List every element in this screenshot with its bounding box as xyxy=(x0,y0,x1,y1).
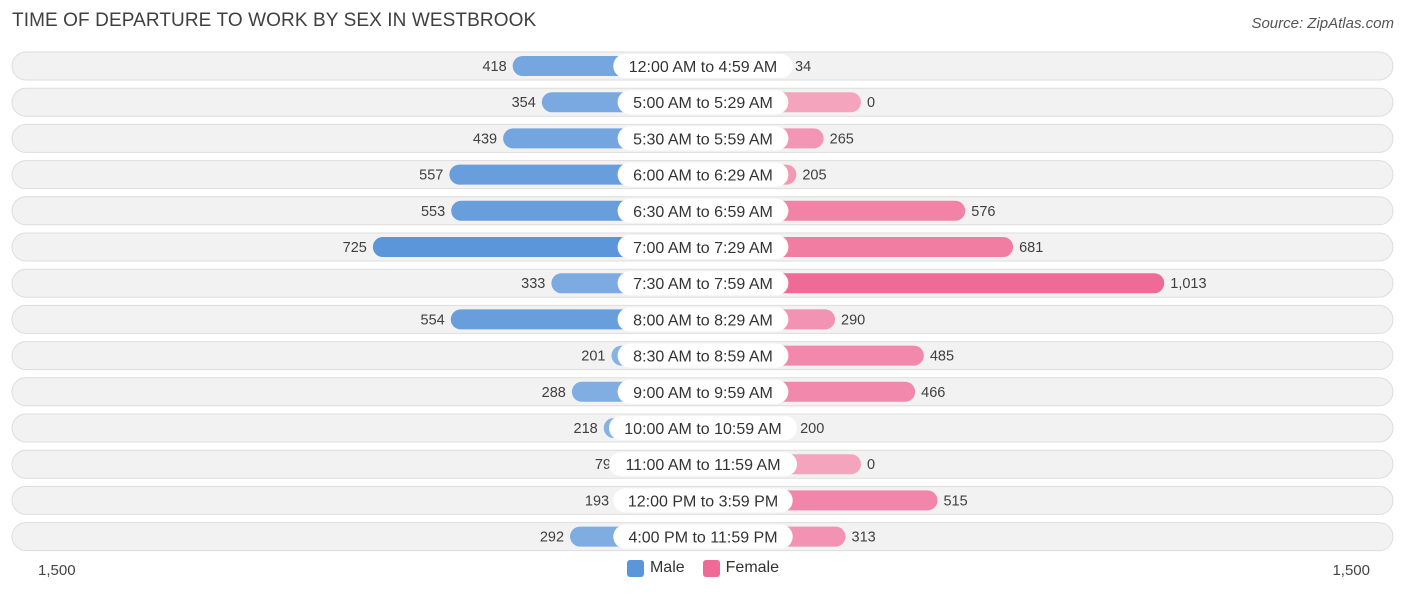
category-label-bg xyxy=(617,90,789,115)
male-value-label: 79 xyxy=(595,457,611,473)
legend-label-male: Male xyxy=(649,559,685,576)
category-label-bg xyxy=(613,524,793,549)
female-value-label: 205 xyxy=(802,168,826,184)
female-value-label: 0 xyxy=(867,457,875,473)
male-value-label: 292 xyxy=(540,530,564,546)
category-label-bg xyxy=(613,54,793,78)
male-value-label: 288 xyxy=(542,385,566,401)
female-value-label: 466 xyxy=(921,385,945,401)
category-label-bg xyxy=(617,307,789,332)
category-label: 8:00 AM to 8:29 AM xyxy=(633,312,773,329)
category-label: 11:00 AM to 11:59 AM xyxy=(625,457,780,474)
category-label-bg xyxy=(617,235,789,259)
category-label-bg xyxy=(617,126,789,151)
category-label-bg xyxy=(609,416,797,440)
category-label: 7:00 AM to 7:29 AM xyxy=(633,240,773,257)
category-label: 5:00 AM to 5:29 AM xyxy=(633,95,773,112)
category-label-bg xyxy=(617,198,789,223)
category-label: 8:30 AM to 8:59 AM xyxy=(633,349,773,366)
category-label: 12:00 PM to 3:59 PM xyxy=(628,493,778,510)
category-label-bg xyxy=(617,379,789,404)
legend-label-female: Female xyxy=(725,559,780,576)
category-label: 10:00 AM to 10:59 AM xyxy=(624,421,781,438)
female-value-label: 1,013 xyxy=(1170,276,1206,292)
male-value-label: 553 xyxy=(421,204,445,220)
male-value-label: 333 xyxy=(521,276,545,292)
male-value-label: 725 xyxy=(343,240,367,256)
female-value-label: 515 xyxy=(943,493,967,509)
male-value-label: 218 xyxy=(574,421,598,437)
category-label-bg xyxy=(617,343,789,368)
source-label: Source: ZipAtlas.com xyxy=(1251,15,1394,32)
legend-item-male[interactable]: Male xyxy=(626,559,685,577)
category-label: 6:00 AM to 6:29 AM xyxy=(633,168,773,185)
male-value-label: 418 xyxy=(482,59,506,75)
category-label-bg xyxy=(609,452,797,477)
female-value-label: 290 xyxy=(841,312,865,328)
female-bar xyxy=(703,273,1165,294)
category-label-bg xyxy=(613,488,793,513)
category-label: 12:00 AM to 4:59 AM xyxy=(629,59,778,76)
male-value-label: 554 xyxy=(421,312,445,328)
female-value-label: 681 xyxy=(1019,240,1043,256)
chart-title: TIME OF DEPARTURE TO WORK BY SEX IN WEST… xyxy=(12,10,537,31)
legend-item-female[interactable]: Female xyxy=(702,559,780,577)
category-label: 5:30 AM to 5:59 AM xyxy=(633,131,773,148)
category-label: 7:30 AM to 7:59 AM xyxy=(633,276,773,293)
axis-left-label: 1,500 xyxy=(38,562,76,579)
female-value-label: 0 xyxy=(867,95,875,111)
axis-right-label: 1,500 xyxy=(1332,562,1370,579)
female-value-label: 313 xyxy=(852,530,876,546)
male-value-label: 354 xyxy=(512,95,536,111)
category-label-bg xyxy=(617,162,789,187)
legend-swatch-male xyxy=(626,559,644,577)
male-value-label: 557 xyxy=(419,168,443,184)
legend: Male Female xyxy=(0,559,1406,577)
category-label-bg xyxy=(617,271,789,296)
category-label: 6:30 AM to 6:59 AM xyxy=(633,204,773,221)
category-label: 9:00 AM to 9:59 AM xyxy=(633,385,773,402)
female-value-label: 265 xyxy=(830,131,854,147)
female-value-label: 200 xyxy=(800,421,824,437)
female-value-label: 34 xyxy=(795,59,811,75)
female-value-label: 485 xyxy=(930,349,954,365)
chart-area: 418 34 12:00 AM to 4:59 AM 354 0 5:00 AM to 5… xyxy=(11,51,1394,552)
male-value-label: 201 xyxy=(581,349,605,365)
female-value-label: 576 xyxy=(971,204,995,220)
category-label: 4:00 PM to 11:59 PM xyxy=(628,530,777,547)
male-value-label: 193 xyxy=(585,493,609,509)
legend-swatch-female xyxy=(702,559,720,577)
male-value-label: 439 xyxy=(473,131,497,147)
